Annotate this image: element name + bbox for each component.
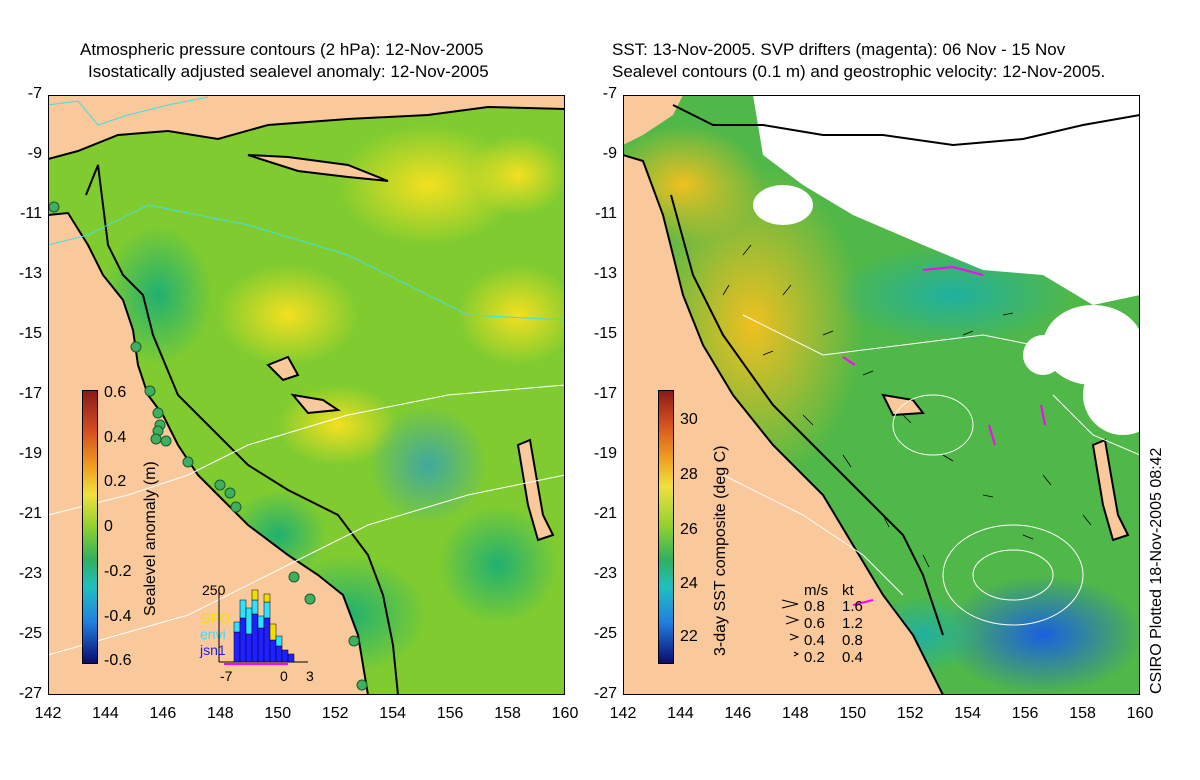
shelf-break-line — [85, 164, 399, 695]
pressure-contour — [48, 474, 565, 656]
left-lon-tick: 148 — [206, 705, 234, 722]
left-lat-tick: -13 — [18, 265, 42, 282]
left-lon-tick: 160 — [551, 705, 579, 722]
left-lat-tick: -11 — [20, 205, 42, 222]
vector-legend-kt: 1.2 — [842, 615, 863, 632]
papua-new-guinea-land — [48, 95, 565, 159]
left-lon-tick: 154 — [379, 705, 406, 722]
right-lon-tick: 144 — [667, 705, 694, 722]
left-lat-tick: -7 — [27, 85, 42, 102]
new-caledonia — [516, 438, 555, 542]
right-lat-tick: -17 — [593, 385, 617, 402]
australia-land-sst — [623, 155, 943, 695]
pressure-contour — [48, 384, 565, 516]
inset-legend-gfo: GFO — [200, 610, 231, 626]
left-lon-tick: 146 — [149, 705, 177, 722]
right-lat-tick: -11 — [595, 205, 617, 222]
sst-cbar-tick: 30 — [680, 411, 698, 428]
vector-legend-ms: 0.6 — [804, 615, 825, 632]
sl-cbar-tick: -0.2 — [104, 563, 132, 580]
right-lat-tick: -25 — [593, 625, 617, 642]
left-lon-tick: 156 — [436, 705, 464, 722]
left-title-line2: Isostatically adjusted sealevel anomaly:… — [88, 62, 489, 81]
inset-xtick: 0 — [280, 668, 288, 684]
vector-legend-header-ms: m/s — [804, 582, 829, 599]
right-title-line2: Sealevel contours (0.1 m) and geostrophi… — [612, 62, 1106, 81]
sst-cbar-tick: 24 — [680, 575, 698, 592]
inset-ymax-label: 250 — [202, 582, 226, 598]
right-lon-tick: 156 — [1011, 705, 1039, 722]
right-lon-tick: 158 — [1069, 705, 1096, 722]
right-lat-tick: -15 — [593, 325, 617, 342]
right-lat-tick: -13 — [593, 265, 617, 282]
coastline — [48, 211, 369, 695]
inset-xtick: 3 — [306, 668, 314, 684]
drifter-tracks — [842, 265, 1046, 606]
right-lon-tick: 142 — [609, 705, 637, 722]
tide-gauge-markers — [48, 201, 368, 691]
right-lon-tick: 154 — [954, 705, 981, 722]
right-lat-tick: -23 — [593, 565, 617, 582]
right-lon-tick: 146 — [724, 705, 752, 722]
sl-cbar-tick: 0.6 — [104, 384, 127, 401]
sst-map — [623, 95, 1140, 695]
sst-cbar-tick: 26 — [680, 521, 698, 538]
sst-colorbar — [658, 390, 674, 664]
left-lon-tick: 142 — [34, 705, 62, 722]
left-lat-tick: -15 — [18, 325, 42, 342]
left-lon-tick: 158 — [494, 705, 521, 722]
sl-cbar-tick: 0.2 — [104, 473, 127, 490]
left-map-panel — [48, 95, 565, 695]
sealevel-contours — [722, 314, 1140, 626]
sst-cbar-tick: 28 — [680, 466, 698, 483]
plotted-stamp: CSIRO Plotted 18-Nov-2005 08:42 — [1148, 447, 1165, 694]
right-lon-tick: 150 — [839, 705, 867, 722]
vector-legend-ms: 0.8 — [804, 598, 825, 615]
right-lat-tick: -27 — [593, 685, 617, 702]
left-lat-tick: -9 — [27, 145, 42, 162]
right-lon-tick: 152 — [896, 705, 924, 722]
pressure-contour — [48, 204, 565, 321]
left-lon-tick: 150 — [264, 705, 292, 722]
australia-land — [48, 213, 368, 695]
sst-colorbar-label: 3-day SST composite (deg C) — [712, 445, 729, 656]
left-lon-tick: 144 — [92, 705, 119, 722]
right-map-panel — [623, 95, 1140, 695]
left-title-line1: Atmospheric pressure contours (2 hPa): 1… — [80, 40, 484, 59]
left-lat-tick: -27 — [18, 685, 42, 702]
left-lat-tick: -19 — [18, 445, 42, 462]
cloud-mask — [753, 95, 1140, 305]
left-lat-tick: -21 — [18, 505, 42, 522]
right-lat-tick: -19 — [593, 445, 617, 462]
left-lat-tick: -25 — [18, 625, 42, 642]
sl-cbar-tick: -0.6 — [104, 652, 132, 669]
right-lat-tick: -9 — [602, 145, 617, 162]
island-chain — [247, 154, 389, 182]
left-lon-tick: 152 — [321, 705, 349, 722]
geostrophic-velocity-field — [722, 244, 1092, 568]
sst-cbar-tick: 22 — [680, 628, 698, 645]
sealevel-colorbar-label: Sealevel anomaly (m) — [142, 461, 159, 616]
vector-legend: m/s kt 0.8 1.6 0.6 1.2 0.4 0.8 0.2 0.4 — [780, 582, 890, 672]
vector-legend-ms: 0.4 — [804, 632, 825, 649]
inset-xtick: -7 — [220, 668, 233, 684]
right-lat-tick: -7 — [602, 85, 617, 102]
vector-legend-ms: 0.2 — [804, 649, 825, 666]
sl-cbar-tick: 0 — [104, 518, 113, 535]
right-title-line1: SST: 13-Nov-2005. SVP drifters (magenta)… — [612, 40, 1066, 59]
vector-legend-kt: 0.4 — [842, 649, 863, 666]
right-lon-tick: 160 — [1126, 705, 1154, 722]
sealevel-anomaly-map — [48, 95, 565, 695]
left-lat-tick: -23 — [18, 565, 42, 582]
right-lat-tick: -21 — [593, 505, 617, 522]
vector-legend-header-kt: kt — [842, 582, 854, 599]
vector-legend-kt: 0.8 — [842, 632, 863, 649]
sl-cbar-tick: 0.4 — [104, 429, 127, 446]
inset-histogram — [218, 588, 308, 666]
vector-legend-kt: 1.6 — [842, 598, 863, 615]
sealevel-colorbar — [82, 390, 98, 664]
left-lat-tick: -17 — [18, 385, 42, 402]
sl-cbar-tick: -0.4 — [104, 608, 132, 625]
right-lon-tick: 148 — [781, 705, 809, 722]
